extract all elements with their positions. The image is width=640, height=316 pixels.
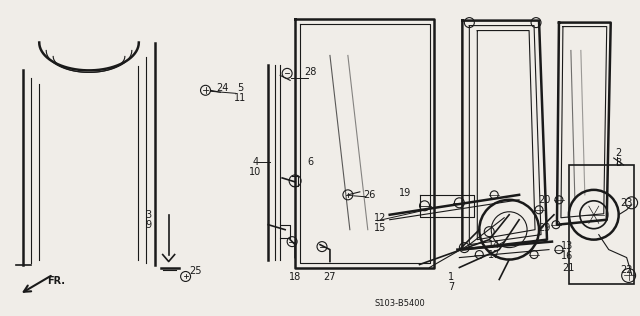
Text: 9: 9 [146, 220, 152, 230]
Text: 10: 10 [249, 167, 261, 177]
Text: 4: 4 [252, 157, 259, 167]
Text: 1: 1 [449, 272, 454, 283]
Text: 24: 24 [216, 83, 228, 93]
Text: 17: 17 [488, 250, 500, 259]
Text: 13: 13 [561, 240, 573, 251]
Text: 28: 28 [304, 67, 316, 77]
Text: 23: 23 [620, 198, 633, 208]
Text: 21: 21 [563, 263, 575, 272]
Text: 26: 26 [364, 190, 376, 200]
Text: 27: 27 [324, 272, 336, 283]
Text: 15: 15 [374, 223, 386, 233]
Text: 6: 6 [307, 157, 313, 167]
Text: S103-B5400: S103-B5400 [374, 299, 425, 308]
Text: 11: 11 [234, 93, 246, 103]
Text: 29: 29 [538, 223, 550, 233]
Text: 12: 12 [374, 213, 386, 223]
Text: 20: 20 [538, 195, 550, 205]
Text: 5: 5 [237, 83, 243, 93]
Text: 19: 19 [399, 188, 411, 198]
Bar [569, 165, 634, 284]
Text: 14: 14 [488, 240, 500, 250]
Text: 22: 22 [620, 264, 633, 275]
Text: 7: 7 [448, 283, 454, 292]
Text: 8: 8 [616, 158, 621, 168]
Text: FR.: FR. [47, 276, 65, 287]
Text: 2: 2 [616, 148, 622, 158]
Text: 16: 16 [561, 251, 573, 261]
Text: 25: 25 [189, 266, 202, 276]
Text: 18: 18 [289, 272, 301, 283]
Text: 3: 3 [146, 210, 152, 220]
